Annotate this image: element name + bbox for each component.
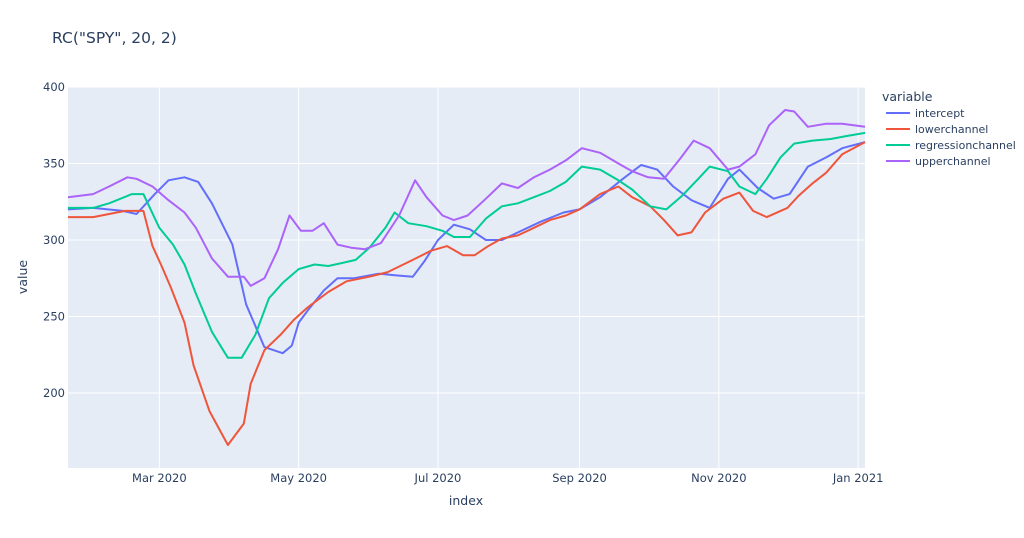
y-tick-label: 350: [43, 157, 65, 171]
legend-label: lowerchannel: [915, 123, 988, 136]
x-axis-label: index: [449, 493, 483, 508]
legend[interactable]: variable intercept lowerchannel regression…: [882, 89, 1016, 168]
y-tick-label: 400: [43, 80, 65, 94]
y-axis-ticks: 200 250 300 350 400: [43, 80, 65, 400]
x-axis-ticks: Mar 2020 May 2020 Jul 2020 Sep 2020 Nov 2020…: [132, 471, 883, 485]
legend-item-upperchannel[interactable]: upperchannel: [886, 155, 991, 168]
chart-title: RC("SPY", 20, 2): [52, 29, 177, 47]
x-tick-label: Sep 2020: [552, 471, 607, 485]
y-tick-label: 200: [43, 386, 65, 400]
legend-label: upperchannel: [915, 155, 991, 168]
x-tick-label: Mar 2020: [132, 471, 187, 485]
plot-area: [68, 87, 865, 468]
legend-title: variable: [882, 89, 933, 104]
y-tick-label: 250: [43, 310, 65, 324]
legend-items: intercept lowerchannel regressionchannel up…: [886, 107, 1016, 168]
y-axis-label: value: [15, 260, 30, 294]
legend-label: regressionchannel: [915, 139, 1016, 152]
series-line-lowerchannel[interactable]: [68, 141, 866, 446]
y-tick-label: 300: [43, 233, 65, 247]
x-tick-label: Nov 2020: [691, 471, 746, 485]
x-tick-label: Jan 2021: [832, 471, 884, 485]
legend-item-regressionchannel[interactable]: regressionchannel: [886, 139, 1016, 152]
series-layer: [67, 109, 866, 446]
legend-label: intercept: [915, 107, 965, 120]
x-tick-label: May 2020: [270, 471, 327, 485]
series-line-regressionchannel[interactable]: [68, 131, 866, 359]
x-tick-label: Jul 2020: [414, 471, 462, 485]
series-line-upperchannel[interactable]: [67, 109, 866, 287]
legend-item-intercept[interactable]: intercept: [886, 107, 965, 120]
legend-item-lowerchannel[interactable]: lowerchannel: [886, 123, 988, 136]
